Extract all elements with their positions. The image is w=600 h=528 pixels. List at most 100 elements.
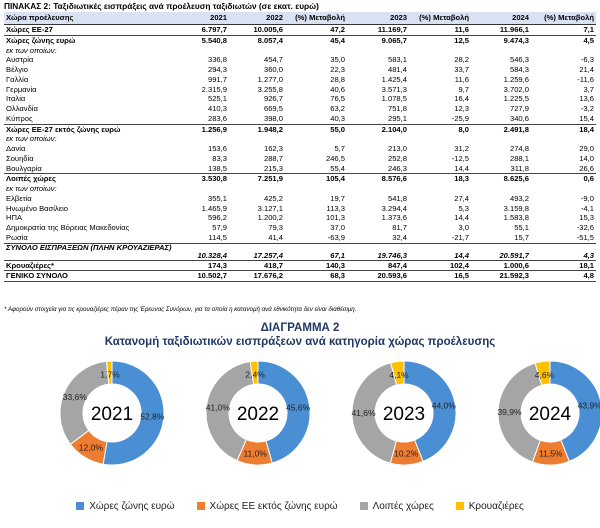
table-cell — [229, 46, 285, 56]
legend-item: Χώρες ΕΕ εκτός ζώνης ευρώ — [196, 496, 338, 516]
table-cell: 9,7 — [458, 84, 469, 94]
table-row-label: εκ των οποίων: — [6, 184, 57, 194]
table-row-label: Ρωσία — [4, 232, 174, 244]
table-row: εκ των οποίων: — [4, 184, 596, 194]
table-cell: 29,0 — [579, 144, 594, 154]
table-cell: 926,7 — [263, 94, 283, 104]
table-cell — [285, 46, 347, 56]
donut-slice-2023-0 — [403, 360, 457, 463]
table-cell — [531, 184, 596, 194]
table-row: Κύπρος 283,6 398,0 40,3 295,1 -25,9 340,6 15,4 — [4, 113, 596, 125]
table-cell: (%) Μεταβολή — [409, 12, 471, 25]
table-row: Γαλλία 991,7 1.277,0 28,8 1.425,4 11,6 1.259,6… — [4, 75, 596, 85]
table-cell: -32,6 — [576, 223, 594, 233]
donut-label-2024-3: 4,6% — [535, 370, 555, 380]
legend-swatch — [196, 502, 205, 510]
table-cell: 418,7 — [229, 260, 285, 272]
table-cell: 252,8 — [387, 153, 407, 163]
table-row: ΗΠΑ 596,2 1.200,2 101,3 1.373,6 14,4 1.583,8 15… — [4, 213, 596, 223]
table-cell: 246,5 — [325, 153, 345, 163]
table-cell: 727,9 — [509, 104, 529, 114]
table-row-label: Σουηδία — [6, 153, 34, 163]
table-footnote: * Αφορούν στοιχεία για τις κρουαζιέρες π… — [4, 306, 357, 313]
table-row-label: Αυστρία — [6, 55, 34, 65]
table-cell: 16,5 — [409, 270, 471, 282]
table-cell — [174, 46, 229, 56]
table-row: Δανία 153,6 162,3 5,7 213,0 31,2 274,8 29,0 — [4, 144, 596, 154]
table-cell: 311,8 — [471, 163, 531, 175]
table-row-label: ΣΥΝΟΛΟ ΕΙΣΠΡΑΞΕΩΝ (ΠΛΗΝ ΚΡΟΥΑΖΙΕΡΑΣ) — [4, 243, 174, 261]
donut-label-2023-1: 10,2% — [394, 448, 419, 458]
table-row-label: Κύπρος — [4, 113, 174, 125]
donut-slice-2024-0 — [549, 360, 600, 462]
donut-center-year-2024: 2024 — [529, 404, 572, 425]
donut-label-2024-0: 43,9% — [578, 400, 600, 410]
legend-swatch — [76, 502, 85, 510]
table-row-label: Ολλανδία — [6, 104, 38, 114]
table-cell — [229, 134, 285, 144]
table-cell: 162,3 — [263, 144, 283, 154]
table-cell: 81,7 — [392, 223, 407, 233]
table-cell: 596,2 — [207, 213, 227, 223]
table-cell: (%) Μεταβολή — [285, 12, 347, 25]
table-cell: 2023 — [347, 12, 409, 25]
table-cell: 40,6 — [330, 84, 345, 94]
table-cell: 5,7 — [334, 144, 345, 154]
table-cell: 355,1 — [207, 193, 227, 203]
legend-item: Κρουαζιέρες — [455, 496, 524, 516]
table-cell: 340,6 — [471, 113, 531, 125]
table-cell: 3.571,3 — [381, 84, 407, 94]
table-cell — [531, 134, 596, 144]
legend-item: Χώρες ζώνης ευρώ — [76, 496, 175, 516]
donut-slice-2024-2 — [497, 362, 543, 463]
table-cell: 2.491,8 — [503, 124, 529, 134]
donut-slice-2022-2 — [205, 361, 255, 462]
table-cell: 1.373,6 — [381, 213, 407, 223]
table-cell: 991,7 — [207, 74, 227, 84]
table-cell: 274,8 — [509, 144, 529, 154]
table-cell: 1.583,8 — [503, 213, 529, 223]
table-cell: 8.057,4 — [257, 35, 283, 45]
table-cell: 288,1 — [509, 153, 529, 163]
legend-label: Κρουαζιέρες — [468, 500, 524, 512]
table-cell: 4,5 — [583, 35, 594, 45]
table-cell: 3,0 — [458, 223, 469, 233]
table-cell: 583,1 — [387, 55, 407, 65]
table-row-label: Γερμανία — [6, 84, 37, 94]
table-row: Βουλγαρία 138,5 215,3 55,4 246,3 14,4 311,8 26,… — [4, 163, 596, 175]
table-cell: 83,3 — [212, 153, 227, 163]
table-row-label: Ηνωμένο Βασίλειο — [6, 203, 69, 213]
receipts-table: Χώρα προέλευσης 2021 2022 (%) Μεταβολή 2023(… — [4, 12, 596, 282]
table-cell: 2021 — [174, 12, 229, 25]
table-row-label: Ιταλία — [6, 94, 26, 104]
table-cell: 283,6 — [174, 113, 229, 125]
table-cell: 57,9 — [212, 223, 227, 233]
table-cell — [347, 46, 409, 56]
table-cell: 1.277,0 — [257, 74, 283, 84]
donut-center-year-2022: 2022 — [237, 404, 279, 425]
table-cell: 294,3 — [207, 65, 227, 75]
table-cell — [409, 46, 471, 56]
table-cell: 1.000,6 — [471, 260, 531, 272]
table-row-label: ΗΠΑ — [6, 213, 23, 223]
table-cell: 1.465,9 — [201, 203, 227, 213]
legend-item: Λοιπές χώρες — [359, 496, 434, 516]
table-cell: 8.625,6 — [503, 174, 529, 184]
table-cell: 3.294,4 — [381, 203, 407, 213]
table-cell: 31,2 — [454, 144, 469, 154]
table-row: ΓΕΝΙΚΟ ΣΥΝΟΛΟ 10.502,7 17.676,2 68,3 20.593,… — [4, 270, 596, 282]
table-cell: -9,0 — [580, 193, 594, 203]
table-cell — [531, 46, 596, 56]
table-cell: 55,0 — [330, 124, 345, 134]
donut-label-2024-1: 11,5% — [539, 448, 563, 458]
donut-center-year-2021: 2021 — [91, 404, 133, 425]
table-cell: 7.251,9 — [257, 174, 283, 184]
table-row-label: Γαλλία — [6, 74, 29, 84]
donut-slice-2021-3 — [105, 360, 113, 385]
table-cell — [285, 134, 347, 144]
table-row-label: ΓΕΝΙΚΟ ΣΥΝΟΛΟ — [4, 270, 174, 282]
table-cell: 140,3 — [285, 260, 347, 272]
table-cell: 1.078,5 — [381, 94, 407, 104]
table-cell: 2.104,0 — [381, 124, 407, 134]
table-row-label: εκ των οποίων: — [6, 45, 57, 55]
